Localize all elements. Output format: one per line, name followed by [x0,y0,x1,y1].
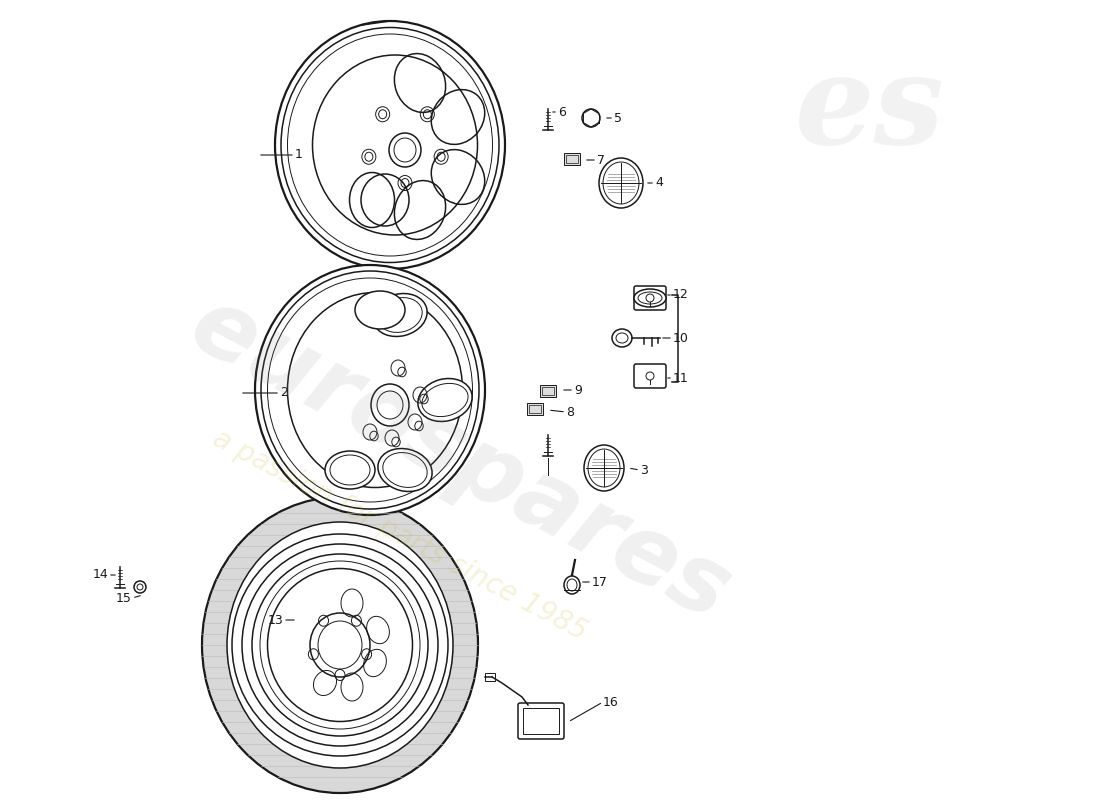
Text: 10: 10 [673,331,689,345]
Bar [566,155,578,163]
Text: 4: 4 [654,177,663,190]
Text: 2: 2 [280,386,288,399]
Text: es: es [795,50,945,170]
Ellipse shape [564,576,580,594]
Bar [540,385,556,397]
Text: 9: 9 [574,383,582,397]
Text: 7: 7 [597,154,605,166]
Ellipse shape [373,294,427,337]
Text: 8: 8 [566,406,574,418]
Ellipse shape [255,265,485,515]
Text: 16: 16 [603,695,618,709]
Ellipse shape [227,522,453,768]
Ellipse shape [378,449,432,491]
Ellipse shape [260,561,420,729]
Bar [485,673,495,681]
Text: 14: 14 [92,569,108,582]
Text: 15: 15 [117,591,132,605]
Ellipse shape [355,291,405,329]
Text: 5: 5 [614,111,622,125]
FancyBboxPatch shape [634,286,665,310]
Ellipse shape [582,109,600,127]
Bar [542,387,554,395]
Ellipse shape [202,497,478,793]
Bar [529,405,541,413]
Ellipse shape [275,21,505,269]
Text: 1: 1 [295,149,302,162]
Text: 13: 13 [267,614,283,626]
Ellipse shape [418,378,472,422]
Ellipse shape [634,289,665,307]
Bar [564,153,580,165]
Text: a passion for parts since 1985: a passion for parts since 1985 [208,424,592,646]
Ellipse shape [584,445,624,491]
Text: 6: 6 [558,106,565,118]
Bar [527,403,543,415]
Text: 12: 12 [673,289,689,302]
FancyBboxPatch shape [518,703,564,739]
Text: 11: 11 [673,371,689,385]
Ellipse shape [324,451,375,489]
Bar [522,708,559,734]
Text: 3: 3 [640,463,648,477]
Text: 17: 17 [592,575,608,589]
Ellipse shape [267,569,412,722]
Polygon shape [100,0,1100,700]
Ellipse shape [600,158,643,208]
FancyBboxPatch shape [634,364,665,388]
Text: eurospares: eurospares [175,279,746,641]
